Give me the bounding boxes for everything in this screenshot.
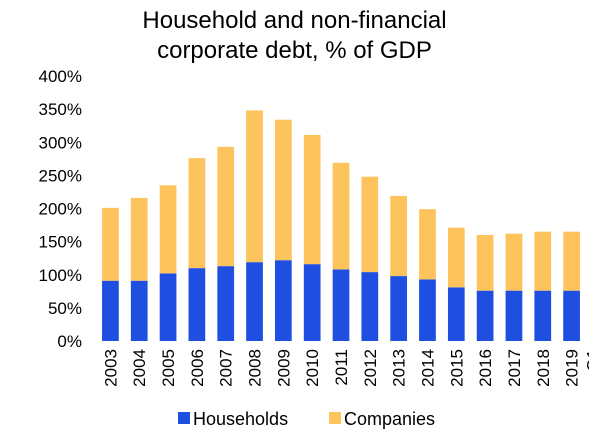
bar-companies-2019-q1 — [563, 231, 580, 291]
x-tick-label: 2003 — [101, 349, 120, 387]
x-tick-label: 2007 — [217, 349, 236, 387]
y-tick-label: 250% — [39, 166, 82, 185]
bar-companies-2017 — [505, 233, 523, 291]
bar-households-2011 — [332, 269, 350, 341]
chart-title-line-2: corporate debt, % of GDP — [157, 37, 432, 64]
bar-companies-2005 — [159, 185, 177, 274]
bar-households-2012 — [361, 272, 379, 341]
x-tick-label: 2013 — [390, 349, 409, 387]
x-tick-label: 2015 — [447, 349, 466, 387]
bar-households-2008 — [246, 262, 263, 341]
chart-title: Household and non-financial corporate de… — [0, 6, 589, 66]
bar-companies-2009 — [274, 119, 292, 261]
x-tick-label: 2012 — [361, 349, 380, 387]
x-tick-label: 2005 — [159, 349, 178, 387]
bar-companies-2010 — [303, 134, 321, 265]
x-tick-label: 2018 — [534, 349, 553, 387]
bar-companies-2013 — [390, 195, 408, 277]
y-tick-label: 200% — [39, 200, 82, 219]
bar-households-2007 — [217, 266, 235, 341]
bar-companies-2011 — [332, 162, 350, 270]
bar-households-2003 — [102, 280, 119, 341]
bar-companies-2008 — [246, 110, 263, 263]
y-tick-label: 400% — [39, 67, 82, 86]
x-tick-label: Q1 — [584, 349, 589, 372]
bar-households-2014 — [419, 279, 436, 341]
bar-companies-2003 — [102, 207, 119, 281]
y-tick-label: 150% — [39, 233, 82, 252]
x-tick-label: 2014 — [418, 349, 437, 387]
bar-companies-2015 — [447, 227, 465, 288]
legend-swatch-companies — [329, 412, 341, 424]
bar-companies-2006 — [188, 158, 206, 269]
bars-group — [102, 110, 580, 342]
x-tick-label: 2009 — [274, 349, 293, 387]
y-tick-label: 300% — [39, 133, 82, 152]
y-tick-label: 0% — [57, 332, 82, 351]
x-tick-label: 2019 — [563, 349, 582, 387]
bar-households-2010 — [303, 264, 321, 341]
legend: Households Companies — [178, 409, 435, 429]
legend-swatch-households — [178, 412, 190, 424]
bar-households-2009 — [274, 260, 292, 341]
bar-households-2019-q1 — [563, 290, 580, 341]
y-tick-label: 100% — [39, 266, 82, 285]
x-tick-label: 2017 — [505, 349, 524, 387]
bar-companies-2004 — [130, 197, 148, 281]
bar-companies-2014 — [419, 209, 436, 280]
y-tick-label: 350% — [39, 100, 82, 119]
bar-households-2016 — [476, 290, 494, 341]
bar-households-2015 — [447, 287, 465, 341]
x-tick-label: 2004 — [130, 349, 149, 387]
bar-companies-2012 — [361, 176, 379, 273]
y-axis: 0% 50% 100% 150% 200% 250% 300% 350% 400% — [39, 67, 82, 351]
legend-label-households: Households — [193, 409, 288, 429]
x-tick-label: 2010 — [303, 349, 322, 387]
bar-households-2018 — [534, 290, 552, 341]
bar-households-2006 — [188, 268, 206, 342]
bar-companies-2007 — [217, 146, 235, 267]
bar-companies-2016 — [476, 235, 494, 291]
x-tick-label: 2011 — [332, 349, 351, 386]
x-tick-label: 2006 — [188, 349, 207, 387]
bar-households-2005 — [159, 273, 177, 341]
bar-households-2013 — [390, 276, 408, 341]
bar-households-2017 — [505, 290, 523, 341]
x-tick-label: 2008 — [246, 349, 265, 387]
x-tick-label: 2016 — [476, 349, 495, 387]
legend-label-companies: Companies — [344, 409, 435, 429]
bar-households-2004 — [130, 280, 148, 341]
chart-title-line-1: Household and non-financial — [142, 7, 447, 34]
y-tick-label: 50% — [48, 299, 82, 318]
bar-companies-2018 — [534, 231, 552, 291]
x-axis: 2003 2004 2005 2006 2007 2008 2009 2010 2011 2012… — [101, 349, 589, 387]
